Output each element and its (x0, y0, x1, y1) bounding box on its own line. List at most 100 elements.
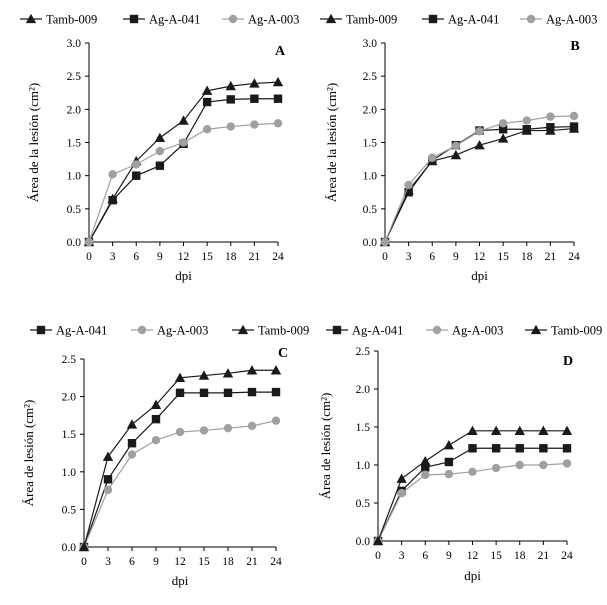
legend-marker-ag-a-041 (36, 325, 46, 335)
x-tick-label: 9 (153, 556, 159, 568)
data-point-ag-a-041 (271, 387, 281, 397)
y-tick-label: 1.5 (363, 138, 378, 150)
data-point-ag-a-041 (202, 97, 212, 107)
y-tick-label: 3.0 (67, 38, 82, 50)
series-line-ag-a-041 (83, 391, 276, 548)
y-tick-label: 0.5 (356, 498, 371, 510)
data-point-ag-a-003 (546, 112, 555, 121)
legend-marker-tamb-009 (25, 13, 37, 24)
data-point-tamb-009 (154, 132, 166, 143)
data-point-ag-a-003 (522, 116, 531, 125)
x-tick-label: 0 (382, 251, 388, 263)
data-point-ag-a-003 (404, 180, 413, 190)
data-point-ag-a-041 (108, 196, 117, 205)
data-point-ag-a-003 (108, 170, 117, 179)
x-tick-label: 9 (453, 251, 459, 263)
legend-label: Ag-A-041 (352, 324, 403, 338)
legend-label: Ag-A-041 (56, 324, 107, 338)
legend-label: Tamb-009 (46, 13, 97, 27)
data-point-ag-a-003 (515, 460, 524, 470)
data-point-ag-a-003 (155, 146, 165, 156)
y-tick-label: 0.0 (356, 536, 371, 548)
data-point-ag-a-041 (155, 161, 165, 170)
data-point-ag-a-041 (226, 95, 235, 104)
data-point-tamb-009 (396, 473, 407, 483)
x-tick-label: 21 (246, 556, 258, 568)
data-point-tamb-009 (246, 365, 258, 375)
data-point-tamb-009 (249, 78, 260, 88)
x-tick-label: 15 (490, 550, 502, 562)
data-point-tamb-009 (225, 80, 236, 91)
legend-marker-ag-a-003 (432, 325, 442, 335)
x-tick-label: 3 (105, 556, 111, 568)
x-tick-label: 21 (538, 550, 550, 562)
y-axis-title: Área de lesión (cm²) (21, 400, 36, 507)
legend: Tamb-009 Ag-A-041 Ag-A-003 (20, 13, 299, 27)
data-point-ag-a-003 (380, 237, 390, 247)
x-tick-label: 3 (110, 251, 116, 263)
data-point-ag-a-003 (103, 485, 113, 495)
legend-label: Tamb-009 (258, 324, 309, 338)
data-point-tamb-009 (78, 541, 90, 552)
chart-panel-c: 0.0 0.5 1.0 1.5 2.0 2.5 0 3 6 9 12 15 18 21 24 dpi Área … (21, 324, 309, 589)
data-point-ag-a-041 (498, 125, 508, 134)
panel-letter: A (275, 44, 286, 59)
y-tick-label: 0.0 (363, 237, 378, 249)
data-point-tamb-009 (450, 149, 462, 160)
y-tick-label: 0.5 (67, 204, 82, 216)
data-point-tamb-009 (372, 535, 384, 546)
data-point-tamb-009 (420, 456, 431, 466)
y-tick-label: 1.5 (67, 138, 82, 150)
x-axis-title: dpi (471, 268, 488, 283)
y-tick-label: 0.5 (62, 504, 77, 516)
series-line-ag-a-003 (83, 420, 277, 548)
data-point-ag-a-003 (199, 426, 209, 435)
data-point-tamb-009 (467, 425, 478, 435)
data-point-ag-a-003 (539, 460, 548, 470)
panel-letter: B (570, 39, 579, 54)
legend-marker-ag-a-041 (332, 325, 342, 335)
data-point-ag-a-003 (468, 467, 477, 477)
chart-panel-a: 0.0 0.5 1.0 1.5 2.0 2.5 3.0 0 3 6 9 12 15 18 21 24 dpi Ár… (20, 13, 299, 283)
x-tick-label: 0 (81, 556, 87, 568)
x-tick-label: 0 (375, 550, 381, 562)
x-tick-label: 15 (201, 251, 213, 263)
data-point-ag-a-003 (498, 119, 508, 128)
legend-marker-ag-a-041 (428, 14, 438, 24)
legend-marker-ag-a-003 (228, 14, 238, 24)
y-tick-label: 0.5 (363, 204, 378, 216)
x-tick-label: 12 (178, 251, 190, 263)
data-point-ag-a-041 (132, 171, 141, 180)
x-tick-label: 21 (249, 251, 261, 263)
data-point-tamb-009 (474, 139, 485, 150)
data-point-ag-a-041 (273, 94, 283, 103)
series-line-ag-a-041 (377, 447, 567, 542)
data-point-tamb-009 (272, 76, 284, 87)
data-point-tamb-009 (514, 425, 525, 435)
chart-panel-b: 0.0 0.5 1.0 1.5 2.0 2.5 3.0 0 3 6 9 12 15 18 21 24 dpi Ár… (320, 13, 597, 283)
data-point-tamb-009 (270, 365, 282, 375)
data-point-ag-a-003 (151, 436, 161, 445)
data-point-tamb-009 (198, 370, 210, 380)
data-point-ag-a-003 (428, 153, 437, 162)
data-point-ag-a-041 (491, 444, 501, 453)
legend-marker-tamb-009 (325, 13, 337, 24)
data-point-ag-a-041 (247, 387, 257, 397)
legend-label: Ag-A-003 (452, 324, 503, 338)
y-tick-label: 1.0 (62, 467, 77, 479)
x-tick-label: 12 (467, 550, 479, 562)
legend-marker-ag-a-003 (526, 14, 536, 24)
data-point-ag-a-003 (444, 469, 454, 479)
data-point-ag-a-003 (451, 141, 461, 151)
legend-label: Ag-A-041 (448, 13, 499, 27)
x-tick-label: 24 (568, 251, 580, 263)
data-point-ag-a-003 (250, 120, 259, 129)
legend-label: Ag-A-003 (248, 13, 299, 27)
data-point-ag-a-041 (569, 122, 579, 131)
data-point-ag-a-003 (175, 427, 185, 437)
data-point-ag-a-003 (132, 160, 141, 169)
data-point-ag-a-003 (569, 111, 579, 121)
y-tick-label: 2.0 (67, 104, 82, 116)
data-point-ag-a-041 (103, 475, 113, 484)
y-tick-label: 0.0 (67, 237, 82, 249)
